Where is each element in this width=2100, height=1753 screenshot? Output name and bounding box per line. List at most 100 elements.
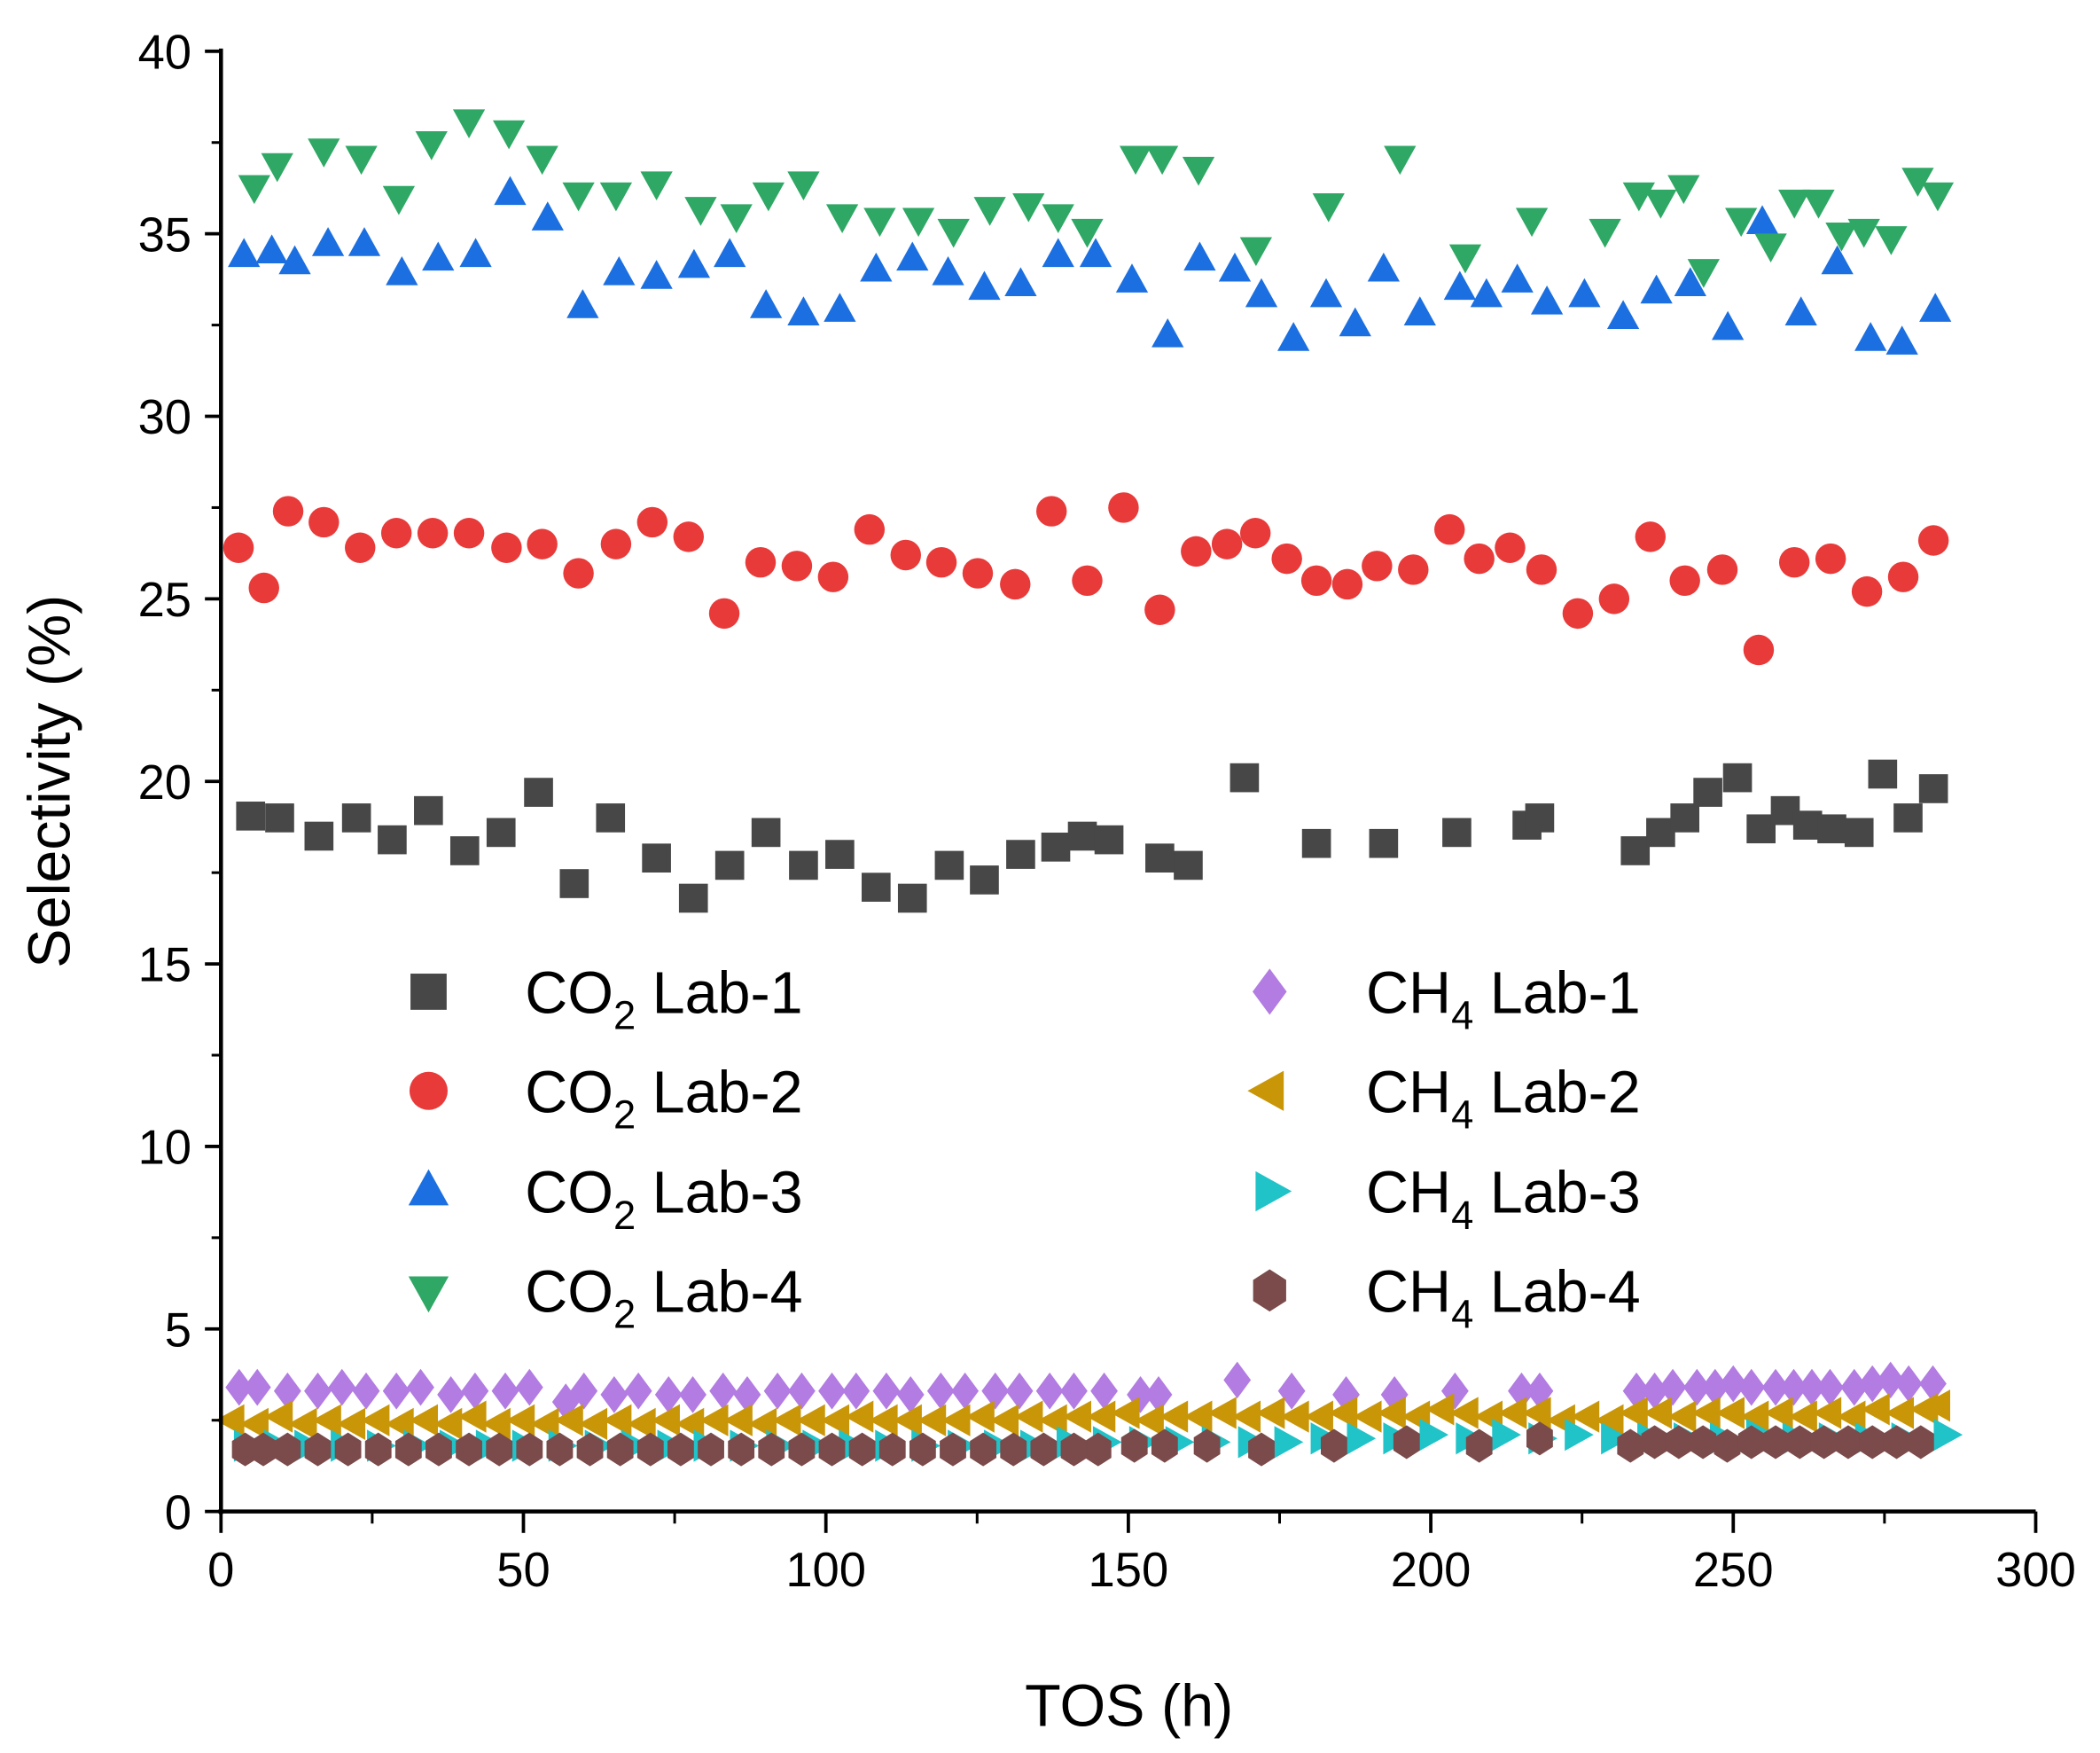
data-point bbox=[578, 1407, 608, 1440]
data-point bbox=[600, 528, 632, 560]
data-point bbox=[1719, 1365, 1747, 1403]
data-point bbox=[1035, 1372, 1064, 1410]
data-point bbox=[1497, 1397, 1527, 1429]
data-point bbox=[1501, 263, 1534, 293]
axes: 0 50 100 150 200 250 300 0 5 10 15 20 25 30 35 40 bbox=[138, 25, 2076, 1597]
data-point bbox=[1521, 1397, 1551, 1429]
data-point bbox=[491, 532, 522, 563]
data-point bbox=[1151, 1428, 1178, 1463]
data-point bbox=[817, 561, 849, 592]
data-point bbox=[1893, 803, 1923, 833]
data-point bbox=[640, 171, 673, 200]
data-point bbox=[1743, 634, 1775, 666]
legend-item: CO2 Lab-1 bbox=[410, 961, 803, 1038]
data-point bbox=[312, 1404, 341, 1436]
data-point bbox=[825, 204, 859, 234]
data-point bbox=[752, 182, 785, 212]
data-point bbox=[1817, 814, 1846, 844]
legend-item: CH4 Lab-3 bbox=[1255, 1161, 1641, 1238]
data-point bbox=[1917, 525, 1949, 556]
data-point bbox=[1000, 568, 1031, 600]
data-point bbox=[1135, 1404, 1164, 1436]
data-point bbox=[563, 558, 594, 589]
series-ch4-lab-1 bbox=[225, 1361, 1947, 1420]
data-point bbox=[457, 1400, 487, 1433]
data-point bbox=[1120, 1428, 1148, 1463]
data-point bbox=[364, 1432, 392, 1467]
data-point bbox=[1706, 554, 1738, 585]
data-point bbox=[1339, 307, 1371, 337]
data-point bbox=[1271, 543, 1302, 575]
data-point bbox=[1885, 1397, 1915, 1429]
data-marks bbox=[215, 109, 1963, 1467]
data-point bbox=[1868, 759, 1898, 789]
data-point bbox=[1062, 1400, 1091, 1433]
data-point bbox=[1691, 1397, 1721, 1429]
data-point bbox=[1193, 1428, 1221, 1463]
data-point bbox=[654, 1376, 683, 1413]
data-point bbox=[940, 1432, 966, 1467]
data-point bbox=[341, 803, 371, 833]
data-point bbox=[347, 227, 381, 256]
data-point bbox=[1844, 818, 1874, 848]
data-point bbox=[636, 1432, 664, 1467]
data-point bbox=[1667, 1400, 1697, 1433]
data-point bbox=[902, 207, 935, 238]
data-point bbox=[1701, 1368, 1729, 1406]
data-point bbox=[407, 1368, 434, 1406]
data-point bbox=[265, 803, 294, 833]
data-point bbox=[932, 256, 964, 286]
data-point bbox=[1465, 1428, 1493, 1463]
data-point bbox=[287, 1407, 317, 1440]
data-point bbox=[250, 1432, 277, 1467]
data-point bbox=[1659, 1368, 1687, 1406]
data-point bbox=[1883, 1425, 1910, 1460]
data-point bbox=[968, 270, 1001, 301]
data-point bbox=[382, 185, 416, 215]
data-point bbox=[1901, 168, 1934, 197]
data-point bbox=[1309, 278, 1343, 308]
data-point bbox=[1304, 1400, 1333, 1433]
data-point bbox=[1312, 193, 1345, 223]
data-point bbox=[414, 795, 443, 826]
data-point bbox=[263, 1400, 293, 1433]
data-point bbox=[1778, 189, 1811, 219]
data-point bbox=[1665, 1425, 1692, 1460]
data-point bbox=[1255, 1397, 1285, 1429]
data-point bbox=[709, 1372, 738, 1410]
data-point bbox=[576, 1432, 604, 1467]
data-point bbox=[415, 131, 448, 160]
data-point bbox=[1115, 263, 1149, 293]
data-point bbox=[1079, 238, 1112, 268]
data-point bbox=[1763, 1397, 1793, 1429]
data-point bbox=[1784, 296, 1817, 325]
data-point bbox=[1646, 818, 1675, 848]
data-point bbox=[1145, 843, 1175, 873]
data-point bbox=[524, 778, 553, 807]
data-point bbox=[334, 1432, 362, 1467]
data-point bbox=[636, 506, 668, 538]
data-point bbox=[1780, 1368, 1807, 1406]
legend-label: CO2 Lab-3 bbox=[525, 1161, 802, 1238]
data-point bbox=[481, 1407, 511, 1440]
data-point bbox=[667, 1432, 694, 1467]
data-point bbox=[380, 518, 412, 549]
data-point bbox=[1589, 218, 1621, 248]
data-point bbox=[1211, 528, 1243, 560]
data-point bbox=[1562, 598, 1594, 630]
y-tick-label: 5 bbox=[165, 1303, 191, 1357]
legend-item: CH4 Lab-2 bbox=[1247, 1060, 1641, 1138]
data-point bbox=[897, 883, 927, 913]
data-point bbox=[1239, 237, 1273, 267]
data-point bbox=[962, 558, 994, 589]
data-point bbox=[239, 1407, 269, 1440]
data-point bbox=[1825, 222, 1858, 252]
data-point bbox=[1530, 285, 1564, 315]
data-point bbox=[1617, 1428, 1644, 1463]
data-point bbox=[304, 1432, 332, 1467]
data-point bbox=[937, 218, 970, 248]
data-point bbox=[1568, 278, 1601, 308]
data-point bbox=[1042, 238, 1074, 268]
data-point bbox=[328, 1368, 356, 1406]
data-point bbox=[854, 513, 886, 545]
